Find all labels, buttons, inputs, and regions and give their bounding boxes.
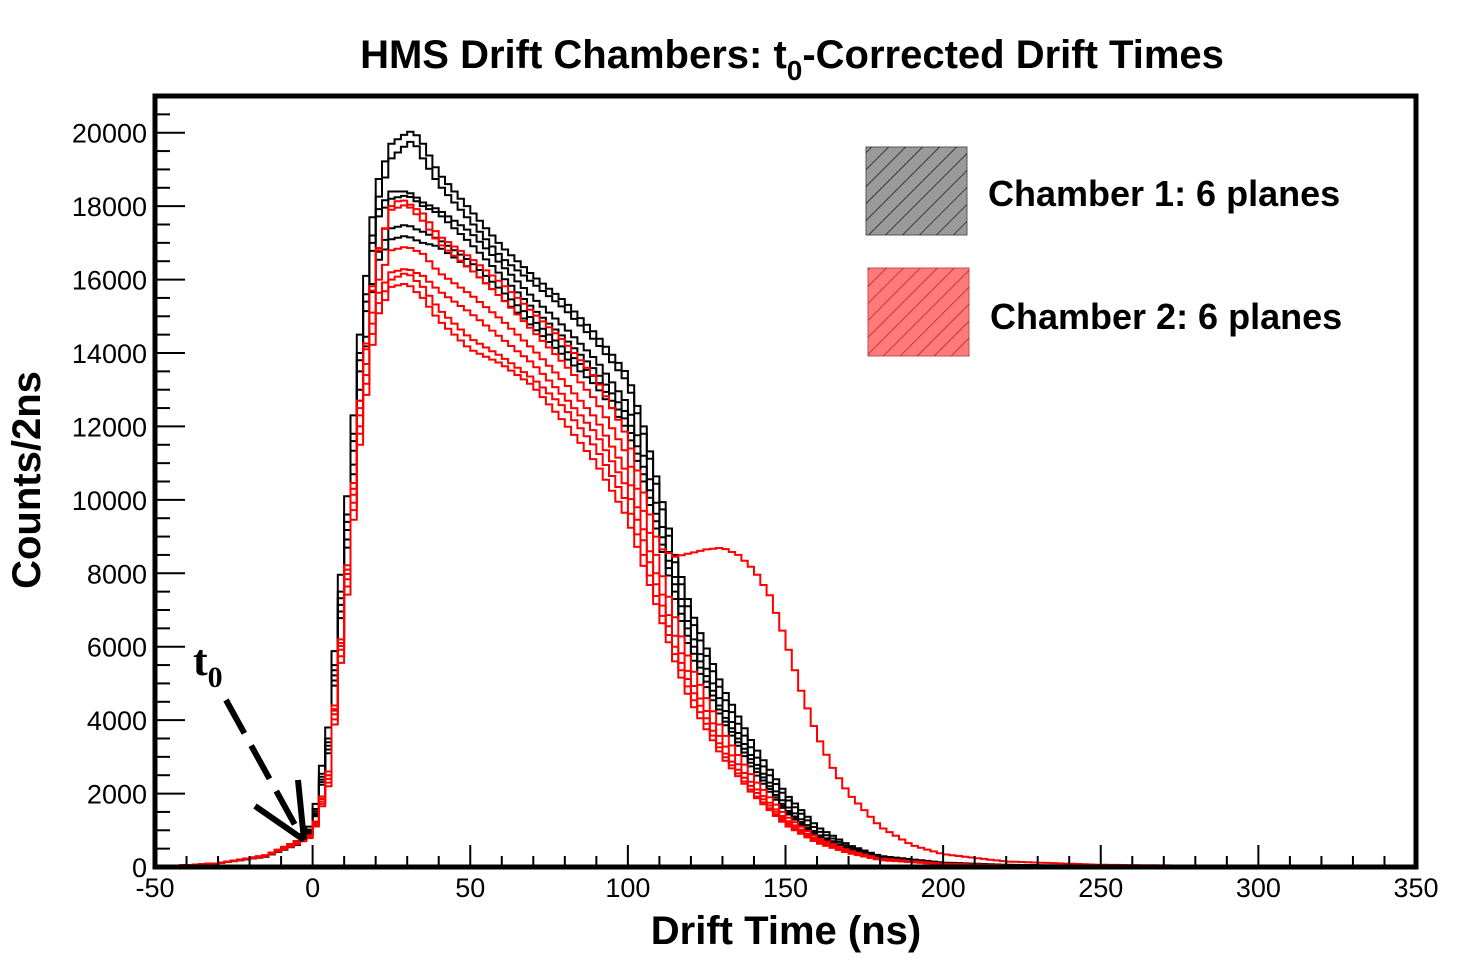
chart-title-main: HMS Drift Chambers: t — [360, 33, 787, 77]
legend-item-chamber-2: Chamber 2: 6 planes — [867, 267, 1342, 357]
axis-layer: -50 0 50 100 150 200 250 300 3500200040006000800… — [72, 95, 1439, 903]
x-tick-label: 100 — [605, 873, 650, 903]
legend-label-chamber-2: Chamber 2: 6 planes — [990, 296, 1342, 337]
y-tick-label: 6000 — [87, 633, 147, 663]
t0-annotation: t0 — [193, 636, 307, 843]
t0-label-subscript: 0 — [208, 661, 223, 694]
x-tick-label: 300 — [1236, 873, 1281, 903]
series-layer — [155, 130, 1416, 868]
y-tick-label: 18000 — [72, 192, 147, 222]
t0-label: t0 — [193, 636, 223, 694]
y-tick-label: 14000 — [72, 339, 147, 369]
x-tick-label: 350 — [1393, 873, 1438, 903]
y-tick-label: 8000 — [87, 559, 147, 589]
x-tick-label: 250 — [1078, 873, 1123, 903]
t0-arrow-shaft — [223, 698, 303, 836]
y-tick-label: 12000 — [72, 412, 147, 442]
chart-title-rest: -Corrected Drift Times — [802, 33, 1224, 77]
t0-arrowhead-left — [253, 803, 306, 843]
chart-title-subscript: 0 — [787, 55, 803, 86]
series-line-chamber-1-0 — [155, 130, 1416, 868]
t0-arrowhead-right — [295, 779, 307, 841]
y-tick-label: 4000 — [87, 706, 147, 736]
legend-label-chamber-1: Chamber 1: 6 planes — [988, 173, 1340, 214]
t0-label-main: t — [193, 636, 208, 685]
legend: Chamber 1: 6 planes Chamber 2: 6 planes — [865, 146, 1342, 357]
legend-item-chamber-1: Chamber 1: 6 planes — [865, 146, 1340, 236]
x-axis-title: Drift Time (ns) — [651, 909, 921, 953]
x-tick-label: -50 — [135, 873, 174, 903]
legend-hatch-chamber-2 — [868, 268, 969, 356]
y-tick-label: 10000 — [72, 486, 147, 516]
y-axis-title: Counts/2ns — [5, 371, 49, 589]
x-tick-label: 150 — [763, 873, 808, 903]
y-tick-label: 20000 — [72, 119, 147, 149]
y-tick-label: 16000 — [72, 266, 147, 296]
y-tick-label: 0 — [132, 853, 147, 883]
plot-frame — [152, 93, 1419, 870]
x-tick-label: 200 — [921, 873, 966, 903]
y-tick-label: 2000 — [87, 780, 147, 810]
chart-title: HMS Drift Chambers: t0-Corrected Drift T… — [360, 33, 1224, 86]
legend-hatch-chamber-1 — [866, 147, 967, 235]
x-tick-label: 50 — [455, 873, 485, 903]
x-tick-label: 0 — [305, 873, 320, 903]
